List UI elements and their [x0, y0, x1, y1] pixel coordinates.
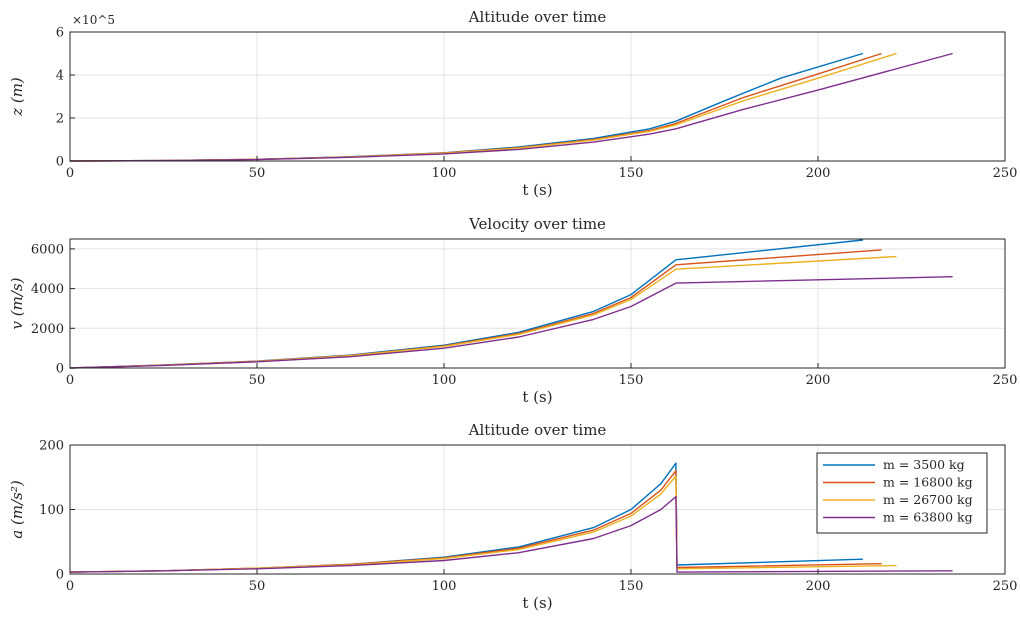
series-line-m16800 — [69, 249, 882, 369]
y-tick-label: 2000 — [31, 322, 64, 337]
y-tick-label: 200 — [39, 439, 64, 454]
x-tick-label: 100 — [432, 579, 457, 594]
subplot-3: 0 50 100 150 200 250 0 100 200 Altitude over time… — [8, 421, 1017, 612]
y-axis-label: v (m/s) — [8, 277, 26, 329]
y-tick-label: 0 — [56, 155, 64, 170]
x-tick-label: 250 — [993, 579, 1018, 594]
subplot-1: 0 50 100 150 200 250 0 2 4 6 ×10^5 Altitude over ti… — [8, 8, 1017, 199]
x-tick-label: 100 — [432, 373, 457, 388]
legend-label: m = 63800 kg — [883, 510, 973, 525]
axes-box — [69, 238, 1006, 369]
series-line-m26700 — [69, 52, 897, 162]
chart-title: Altitude over time — [468, 8, 607, 26]
y-tick-label: 4000 — [31, 282, 64, 297]
legend: m = 3500 kg m = 16800 kg m = 26700 kg m = 6… — [816, 452, 988, 534]
series-line-m26700 — [69, 475, 897, 573]
y-tick-label: 2 — [56, 112, 64, 127]
y-tick-label: 0 — [56, 568, 64, 583]
x-tick-label: 150 — [619, 166, 644, 181]
chart-title: Altitude over time — [468, 421, 607, 439]
x-tick-label: 100 — [432, 166, 457, 181]
series-line-m16800 — [69, 52, 882, 162]
y-axis-label: a (m/s²) — [8, 480, 26, 539]
x-tick-label: 50 — [249, 166, 266, 181]
legend-box — [816, 452, 988, 534]
y-tick-label: 6000 — [31, 242, 64, 257]
y-tick-label: 100 — [39, 503, 64, 518]
subplot-2: 0 50 100 150 200 250 0 2000 4000 6000 Velocity ove… — [8, 215, 1017, 406]
x-tick-label: 200 — [806, 166, 831, 181]
legend-label: m = 26700 kg — [883, 492, 973, 507]
x-tick-label: 200 — [806, 373, 831, 388]
y-tick-label: 6 — [56, 26, 64, 41]
x-tick-label: 0 — [66, 373, 74, 388]
legend-label: m = 16800 kg — [883, 475, 973, 490]
x-tick-label: 0 — [66, 166, 74, 181]
x-tick-label: 150 — [619, 579, 644, 594]
y-tick-label: 4 — [56, 69, 64, 84]
series-line-m26700 — [69, 255, 897, 369]
x-tick-label: 250 — [993, 166, 1018, 181]
x-tick-label: 250 — [993, 373, 1018, 388]
series-line-m63800 — [69, 52, 953, 162]
legend-label: m = 3500 kg — [883, 457, 965, 472]
x-tick-label: 200 — [806, 579, 831, 594]
axes-box — [69, 31, 1006, 162]
x-axis-label: t (s) — [522, 181, 552, 199]
x-tick-label: 150 — [619, 373, 644, 388]
y-axis-label: z (m) — [8, 77, 26, 117]
y-tick-label: 0 — [56, 362, 64, 377]
x-axis-label: t (s) — [522, 594, 552, 612]
x-tick-label: 50 — [249, 373, 266, 388]
x-tick-label: 0 — [66, 579, 74, 594]
chart-title: Velocity over time — [468, 215, 606, 233]
series-line-m3500 — [69, 52, 864, 162]
series-line-m63800 — [69, 495, 953, 573]
series-line-m63800 — [69, 276, 953, 369]
x-axis-label: t (s) — [522, 388, 552, 406]
x-tick-label: 50 — [249, 579, 266, 594]
y-exponent-label: ×10^5 — [72, 13, 115, 27]
